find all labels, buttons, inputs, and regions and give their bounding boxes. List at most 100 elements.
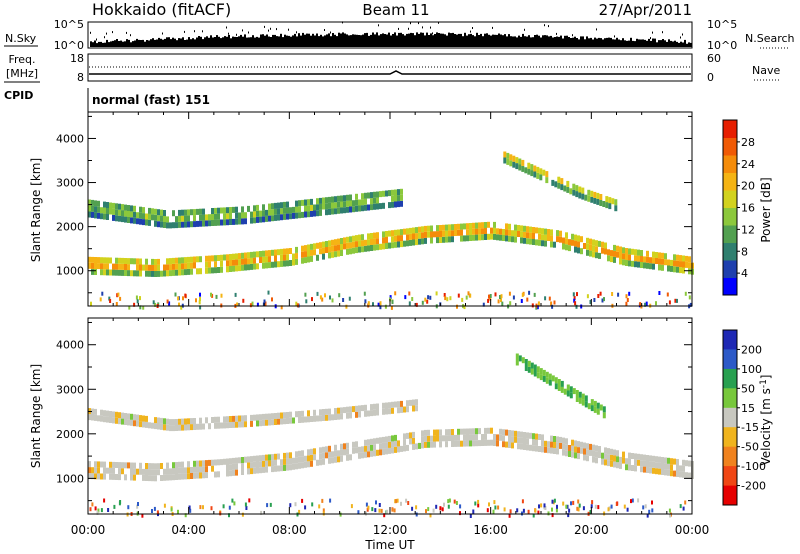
heat-cell <box>625 458 628 465</box>
heat-cell <box>226 416 229 423</box>
heat-cell <box>280 214 283 221</box>
noise-bar <box>218 36 220 47</box>
heat-cell <box>535 439 538 446</box>
heat-cell <box>604 459 607 466</box>
heat-cell <box>545 171 549 178</box>
heat-cell <box>466 235 469 242</box>
heat-cell <box>365 502 368 507</box>
noise-bar <box>620 40 622 47</box>
heat-cell <box>262 216 265 223</box>
heat-cell <box>172 425 175 432</box>
heat-cell <box>515 163 519 170</box>
heat-cell <box>374 508 377 513</box>
heat-cell <box>595 240 598 247</box>
noise-bar <box>114 40 116 47</box>
heat-cell <box>331 245 334 252</box>
heat-cell <box>199 220 202 227</box>
heat-cell <box>157 423 160 430</box>
heat-cell <box>169 425 172 432</box>
heat-cell <box>517 231 520 237</box>
heat-cell <box>532 239 535 245</box>
heat-cell <box>187 256 190 263</box>
heat-cell <box>137 502 139 506</box>
heat-cell <box>490 227 493 234</box>
heat-cell <box>472 228 475 235</box>
heat-cell <box>154 302 157 307</box>
heat-cell <box>328 208 331 215</box>
heat-cell <box>100 257 103 264</box>
heat-cell <box>439 441 442 448</box>
noise-trace <box>90 21 692 47</box>
heat-cell <box>280 260 283 267</box>
heat-cell <box>599 404 603 411</box>
heat-cell <box>544 228 547 235</box>
heat-cell <box>226 422 229 429</box>
heat-cell <box>673 470 676 477</box>
heat-cell <box>151 270 154 277</box>
heat-cell <box>223 422 226 429</box>
noise-bar <box>382 33 384 47</box>
heat-cell <box>370 410 373 417</box>
heat-cell <box>575 396 579 402</box>
heat-cell <box>214 471 217 478</box>
heat-cell <box>199 256 202 263</box>
heat-cell <box>509 509 512 514</box>
heat-cell <box>418 238 421 245</box>
heat-cell <box>343 237 346 244</box>
heat-cell <box>364 245 367 252</box>
colorbar-segment <box>723 120 737 138</box>
heat-cell <box>142 415 145 422</box>
heat-cell <box>128 305 131 310</box>
heat-cell <box>393 508 396 513</box>
noise-bar <box>556 36 558 47</box>
noise-bar <box>220 38 222 47</box>
heat-cell <box>148 463 151 470</box>
heat-cell <box>583 454 586 461</box>
heat-cell <box>199 460 202 467</box>
heat-cell <box>601 247 604 254</box>
noise-bar <box>570 38 572 47</box>
heat-cell <box>319 415 322 422</box>
heat-cell <box>112 208 115 215</box>
heat-cell <box>214 219 217 226</box>
heat-cell <box>364 299 367 304</box>
heat-cell <box>109 269 112 276</box>
heat-cell <box>166 462 169 469</box>
noise-left-label: N.Sky <box>5 32 37 45</box>
heat-cell <box>497 299 500 304</box>
heat-cell <box>364 445 367 452</box>
noise-bar <box>662 39 664 47</box>
heat-cell <box>430 237 433 244</box>
heat-cell <box>180 305 183 310</box>
freq-left-tick-top: 18 <box>70 52 84 65</box>
heat-cell <box>604 453 607 460</box>
heat-cell <box>222 504 225 509</box>
heat-cell <box>229 470 232 477</box>
heat-cell <box>268 419 271 426</box>
heat-cell <box>142 219 145 226</box>
noise-bar <box>400 32 402 47</box>
heat-cell <box>484 222 487 228</box>
heat-cell <box>178 473 181 480</box>
heat-cell <box>202 220 205 227</box>
heat-cell <box>286 207 289 214</box>
heat-cell <box>415 227 418 234</box>
heat-cell <box>310 243 313 250</box>
heat-cell <box>283 213 286 220</box>
noise-bar <box>460 33 462 47</box>
heat-cell <box>217 207 220 214</box>
noise-bar <box>654 38 656 47</box>
heat-cell <box>304 461 307 468</box>
heat-cell <box>388 447 391 454</box>
heat-cell <box>466 229 469 236</box>
heat-cell <box>499 228 502 235</box>
heat-cell <box>322 452 325 459</box>
noise-bar <box>174 38 176 47</box>
x-tick-label: 16:00 <box>473 523 508 537</box>
heat-cell <box>316 415 319 422</box>
colorbar-segment <box>723 190 737 208</box>
heat-cell <box>435 504 438 509</box>
colorbar-segment <box>723 225 737 243</box>
heat-cell <box>127 211 130 217</box>
heat-cell <box>340 455 343 462</box>
